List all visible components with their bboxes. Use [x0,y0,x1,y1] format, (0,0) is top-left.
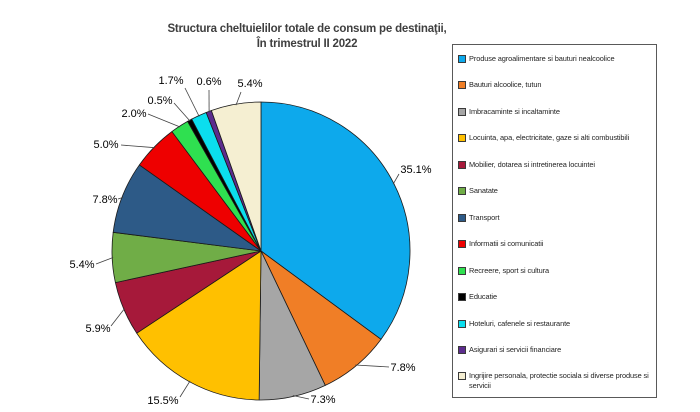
legend-label: Transport [469,212,500,222]
leader-line [117,197,124,200]
legend-swatch-icon [458,55,466,63]
legend-item: Mobilier, dotarea si intretinerea locuin… [458,160,652,169]
leader-line [355,364,390,368]
legend-label: Imbracaminte si incaltaminte [469,106,560,116]
legend-label: Sanatate [469,186,498,196]
legend-swatch-icon [458,345,466,354]
pie-slice-label: 1.7% [158,75,183,87]
legend-label: Locuinta, apa, electricitate, gaze si al… [469,133,630,143]
chart-title: Structura cheltuielilor totale de consum… [0,22,614,52]
leader-line [235,91,242,106]
pie-slice-label: 15.5% [147,395,178,407]
legend-item: Asigurari si servicii financiare [458,345,652,354]
chart-title-line1: Structura cheltuielilor totale de consum… [167,23,447,35]
leader-line [179,380,191,398]
legend-item: Recreere, sport si cultura [458,266,652,275]
legend-item: Informatii si comunicatii [458,239,652,249]
legend-label: Ingrijire personala, protectie sociala s… [469,371,649,390]
legend-swatch-icon [458,160,466,169]
leader-line [392,173,400,185]
legend-swatch-icon [458,187,466,196]
legend-swatch-icon [458,266,466,275]
legend-swatch-icon [458,293,466,302]
legend-label: Recreere, sport si cultura [469,265,549,275]
legend-label: Produse agroalimentare si bauturi nealco… [469,54,615,63]
legend-swatch-icon [458,134,466,143]
leader-line [292,395,310,400]
legend-swatch-icon [458,240,466,249]
legend-item: Educatie [458,292,652,302]
pie-slice-label: 5.0% [93,139,118,151]
leader-line [110,308,125,327]
pie-slice-label: 0.5% [147,95,172,107]
legend-item: Ingrijire personala, protectie sociala s… [458,371,652,390]
legend-item: Sanatate [458,186,652,196]
pie-slice-label: 5.9% [85,323,110,335]
pie-slice-label: 7.8% [92,194,117,206]
pie-slice-label: 5.4% [69,259,94,271]
legend-item: Locuinta, apa, electricitate, gaze si al… [458,133,652,143]
chart-title-line2: În trimestrul II 2022 [256,38,358,50]
legend-label: Hoteluri, cafenele si restaurante [469,318,571,328]
legend-label: Bauturi alcoolice, tutun [469,80,542,90]
leader-line [184,87,200,117]
pie-slice-label: 7.8% [390,362,415,374]
legend-swatch-icon [458,319,466,328]
pie-slice-label: 5.4% [237,78,262,90]
legend-item: Bauturi alcoolice, tutun [458,80,652,90]
legend-label: Informatii si comunicatii [469,239,544,249]
legend-swatch-icon [458,213,466,222]
pie-slice [211,101,262,252]
leader-line [95,257,114,265]
leader-line [120,144,156,149]
legend-item: Transport [458,213,652,222]
leader-line [147,113,181,128]
legend-swatch-icon [458,107,466,116]
pie-slice-label: 35.1% [400,164,431,176]
pie-slice [260,101,411,340]
legend-swatch-icon [458,81,466,90]
legend-item: Produse agroalimentare si bauturi nealco… [458,54,652,63]
legend-swatch-icon [458,372,466,381]
legend-box: Produse agroalimentare si bauturi nealco… [452,44,657,398]
pie-slice-label: 0.6% [196,76,221,88]
legend-item: Imbracaminte si incaltaminte [458,107,652,116]
legend-item: Hoteluri, cafenele si restaurante [458,319,652,328]
leader-line [173,102,191,122]
legend-label: Asigurari si servicii financiare [469,344,562,354]
pie-slice-label: 2.0% [121,108,146,120]
pie-slice-label: 7.3% [310,394,335,406]
legend-label: Mobilier, dotarea si intretinerea locuin… [469,159,595,169]
legend-label: Educatie [469,292,497,302]
